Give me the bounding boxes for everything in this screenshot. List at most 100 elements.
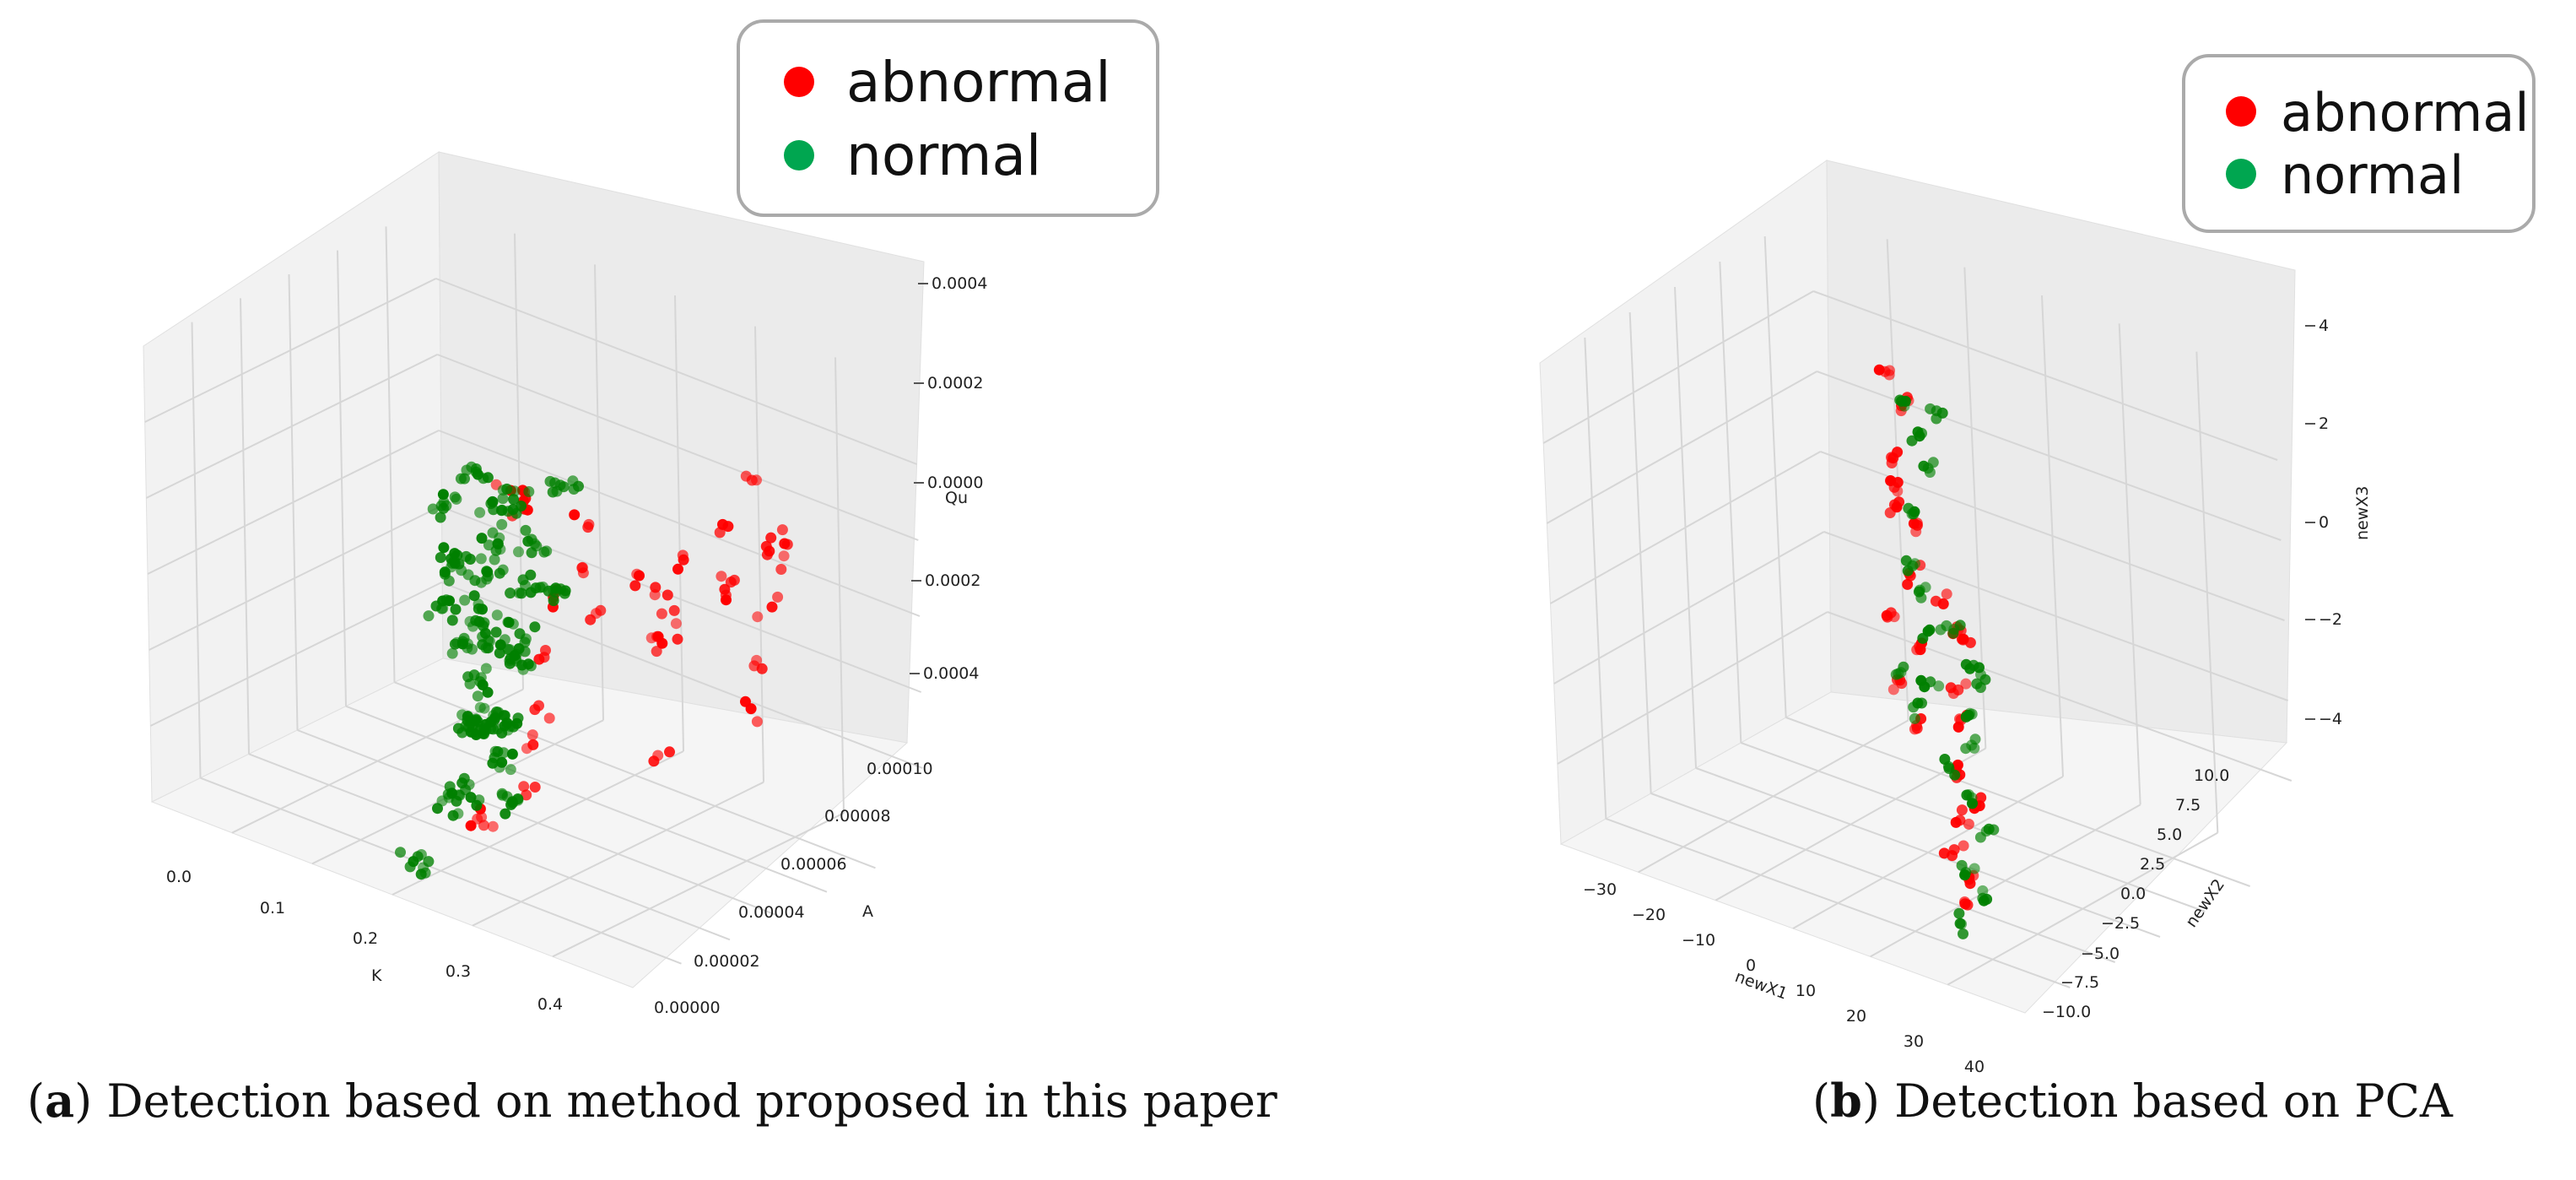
panel-a-point-normal	[489, 554, 500, 566]
panel-a-point-abnormal	[779, 538, 791, 549]
panel-b-point-abnormal	[1952, 721, 1964, 733]
panel-a-point-normal	[465, 792, 477, 804]
panel-b-legend-normal-marker	[2226, 159, 2256, 189]
panel-b-y-tick-label: 7.5	[2175, 796, 2201, 815]
panel-b-point-normal	[1981, 893, 1993, 905]
panel-b-point-abnormal	[1879, 365, 1891, 377]
panel-a-point-normal	[537, 582, 548, 593]
panel-a-point-normal	[444, 595, 455, 607]
panel-b-y-tick-label: −10.0	[2042, 1003, 2091, 1021]
panel-a-point-normal	[501, 483, 513, 495]
panel-b-point-normal	[1925, 403, 1936, 414]
panel-a-point-normal	[464, 678, 476, 690]
panel-a-point-normal	[449, 491, 461, 503]
panel-b-point-abnormal	[1952, 759, 1963, 771]
panel-b-point-normal	[1971, 678, 1983, 690]
panel-a-point-normal	[492, 723, 504, 735]
panel-a-point-normal	[496, 504, 508, 516]
panel-b-x-tick-label: 10	[1796, 982, 1816, 1000]
panel-a-point-normal	[435, 552, 446, 563]
panel-b-point-normal	[1909, 712, 1920, 724]
panel-a-point-normal	[496, 518, 508, 530]
panel-b-point-normal	[1977, 885, 1989, 896]
panel-a-point-abnormal	[521, 789, 532, 801]
panel-b-point-normal	[1893, 668, 1904, 679]
panel-a-point-abnormal	[728, 574, 740, 586]
panel-a-point-abnormal	[677, 549, 689, 561]
panel-a-point-abnormal	[672, 633, 683, 645]
panel-b-point-normal	[1927, 457, 1939, 468]
panel-b-x-tick-label: −20	[1632, 906, 1666, 924]
panel-a-point-normal	[523, 486, 535, 497]
panel-a-point-abnormal	[465, 820, 477, 831]
panel-a-point-abnormal	[751, 474, 762, 486]
panel-a-point-abnormal	[569, 509, 581, 521]
panel-a-point-normal	[558, 481, 570, 493]
panel-b-point-abnormal	[1975, 792, 1987, 804]
panel-a-point-abnormal	[776, 524, 788, 536]
panel-a-point-abnormal	[527, 729, 538, 741]
panel-a-point-abnormal	[629, 580, 641, 592]
panel-a-point-normal	[446, 647, 458, 659]
panel-a-point-normal	[494, 647, 505, 659]
panel-a-point-normal	[462, 642, 473, 653]
panel-a-point-normal	[510, 655, 522, 667]
panel-b-x-tick-label: 30	[1904, 1032, 1924, 1051]
panel-b-point-normal	[1974, 831, 1986, 843]
panel-b-point-normal	[1968, 863, 1980, 874]
panel-a-point-normal	[481, 566, 493, 577]
panel-a-point-normal	[435, 500, 447, 512]
panel-a-point-normal	[512, 712, 524, 724]
panel-a-point-normal	[443, 575, 455, 587]
panel-b-zlabel: newX3	[2353, 486, 2372, 540]
panel-a-point-abnormal	[670, 618, 682, 630]
panel-a-point-normal	[508, 494, 520, 506]
panel-b-point-abnormal	[1964, 878, 1976, 890]
panel-b-point-abnormal	[1947, 850, 1958, 862]
caption-a-label: a	[45, 1074, 75, 1128]
panel-a-point-normal	[500, 808, 511, 820]
panel-a-point-abnormal	[478, 820, 489, 831]
panel-a-point-normal	[446, 614, 458, 626]
panel-a-point-abnormal	[529, 782, 541, 793]
panel-a-legend-abnormal-label: abnormal	[846, 50, 1111, 115]
panel-b-point-abnormal	[1960, 678, 1972, 690]
panel-b-point-normal	[1949, 769, 1961, 781]
panel-b-point-normal	[1963, 707, 1975, 719]
panel-b-points	[1873, 364, 2000, 939]
panel-b-gridline	[1785, 717, 2251, 887]
panel-a-point-normal	[472, 690, 483, 702]
panel-b-point-abnormal	[1963, 818, 1974, 830]
panel-b-z-tick-label: 4	[2319, 317, 2329, 335]
panel-b-y-tick-label: 0.0	[2120, 885, 2146, 903]
panel-b: −30−20−10010203040−10.0−7.5−5.0−2.50.02.…	[1527, 54, 2535, 1076]
panel-a-point-normal	[494, 567, 505, 579]
caption-a-text: Detection based on method proposed in th…	[106, 1074, 1277, 1128]
panel-a-point-normal	[484, 636, 495, 647]
panel-a-point-normal	[395, 847, 406, 858]
panel-a-legend-box	[737, 19, 1159, 217]
panel-a-y-tick-label: 0.00004	[738, 903, 805, 922]
panel-a-point-normal	[487, 496, 499, 508]
caption-b-label: b	[1830, 1074, 1862, 1128]
panel-a-point-normal	[415, 849, 427, 860]
panel-b-point-normal	[1947, 627, 1959, 639]
panel-a-point-normal	[502, 724, 514, 736]
panel-b-point-normal	[1916, 697, 1927, 709]
panel-a-point-abnormal	[650, 582, 662, 593]
panel-a-point-normal	[550, 587, 562, 598]
panel-a-point-normal	[459, 594, 471, 606]
panel-a-legend: abnormal normal	[737, 19, 1159, 217]
panel-a-point-normal	[478, 617, 490, 629]
panel-b-legend: abnormal normal	[2182, 54, 2535, 233]
panel-b-point-abnormal	[1941, 588, 1952, 600]
panel-b-y-tick-label: 2.5	[2140, 855, 2165, 874]
panel-b-point-abnormal	[1896, 678, 1908, 690]
panel-b-point-normal	[1902, 565, 1914, 576]
panel-b-point-normal	[1941, 620, 1952, 631]
panel-a-point-abnormal	[752, 611, 764, 623]
panel-b-z-tick-label: 0	[2319, 513, 2329, 532]
panel-a-point-normal	[526, 533, 537, 545]
panel-b-gridline	[1812, 290, 2278, 461]
panel-a-point-normal	[462, 715, 473, 727]
